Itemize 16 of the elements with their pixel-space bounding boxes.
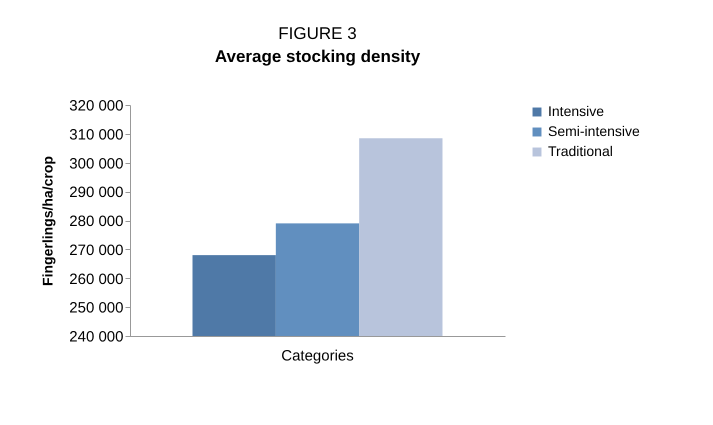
y-tick-label: 320 000 (69, 98, 124, 114)
chart-subtitle: Average stocking density (214, 47, 421, 66)
y-tick-label: 250 000 (69, 300, 124, 317)
legend-label: Intensive (548, 103, 604, 119)
y-tick-label: 290 000 (69, 184, 124, 202)
y-axis-title: Fingerlings/ha/crop (39, 156, 56, 286)
y-tick-label: 240 000 (69, 328, 124, 346)
legend-label: Traditional (548, 143, 613, 159)
x-tick-label: Categories (281, 348, 354, 364)
y-tick-label: 310 000 (69, 126, 124, 144)
y-tick-label: 270 000 (69, 242, 124, 259)
chart-title: FIGURE 3 (278, 24, 357, 43)
legend-label: Semi-intensive (548, 123, 640, 139)
y-tick-label: 260 000 (69, 270, 124, 288)
y-tick-label: 280 000 (69, 213, 124, 230)
y-tick-label: 300 000 (69, 155, 124, 172)
